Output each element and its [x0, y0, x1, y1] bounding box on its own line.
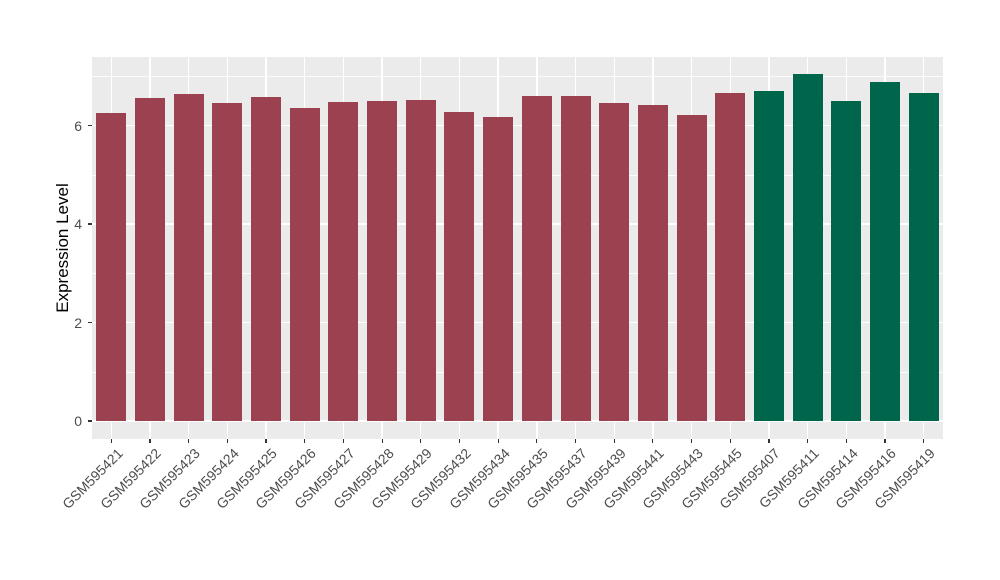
x-tick-GSM595411	[807, 439, 809, 443]
x-tick-GSM595445	[729, 439, 731, 443]
bar-GSM595441	[637, 104, 668, 421]
x-tick-GSM595427	[342, 439, 345, 443]
bar-GSM595407	[753, 90, 784, 421]
bar-GSM595439	[599, 102, 630, 421]
x-tick-GSM595422	[149, 439, 151, 443]
x-tick-GSM595429	[420, 439, 422, 443]
x-tick-GSM595439	[613, 439, 615, 443]
bar-GSM595432	[444, 111, 475, 421]
x-tick-GSM595435	[536, 439, 538, 443]
bar-GSM595434	[483, 116, 514, 421]
gridline-minor-y3	[92, 273, 943, 275]
plot-panel	[92, 57, 943, 439]
bar-GSM595443	[676, 115, 707, 421]
gridline-major-y6	[92, 124, 943, 127]
x-tick-GSM595441	[652, 439, 654, 443]
bar-GSM595429	[405, 99, 436, 421]
gridline-major-y4	[92, 223, 943, 225]
y-tick-0	[88, 420, 92, 422]
bar-GSM595421	[96, 113, 127, 421]
bar-GSM595425	[251, 96, 282, 421]
y-axis-title: Expression Level	[53, 183, 72, 313]
x-tick-GSM595434	[497, 439, 499, 443]
y-tick-label-0: 0	[74, 413, 82, 429]
bar-GSM595416	[869, 81, 900, 421]
x-tick-GSM595443	[690, 439, 693, 443]
gridline-major-y0	[92, 420, 943, 422]
x-tick-GSM595428	[381, 439, 383, 443]
x-tick-GSM595437	[574, 439, 577, 443]
bar-GSM595435	[521, 95, 552, 421]
y-tick-2	[88, 321, 92, 324]
bar-GSM595423	[173, 93, 204, 421]
x-tick-GSM595423	[188, 439, 190, 443]
y-tick-label-4: 4	[74, 216, 82, 232]
bar-GSM595427	[328, 101, 359, 421]
gridline-minor-y7	[92, 76, 943, 78]
x-tick-GSM595407	[768, 439, 770, 443]
bar-GSM595426	[289, 107, 320, 421]
x-tick-GSM595424	[226, 439, 228, 443]
x-tick-GSM595414	[845, 439, 847, 443]
bar-GSM595445	[715, 92, 746, 421]
x-tick-GSM595432	[458, 439, 461, 443]
y-tick-label-6: 6	[74, 117, 82, 134]
bar-GSM595414	[831, 100, 862, 421]
x-tick-GSM595426	[304, 439, 306, 443]
y-tick-4	[88, 223, 92, 225]
gridline-major-y2	[92, 321, 943, 324]
x-tick-GSM595416	[884, 439, 886, 443]
bar-GSM595437	[560, 95, 591, 421]
y-tick-6	[88, 124, 92, 127]
x-tick-GSM595421	[110, 439, 112, 443]
y-tick-label-2: 2	[74, 314, 82, 331]
x-tick-GSM595425	[265, 439, 267, 443]
bar-GSM595424	[212, 102, 243, 421]
gridline-minor-y5	[92, 174, 943, 176]
bar-GSM595419	[908, 93, 939, 421]
gridline-minor-y1	[92, 371, 943, 373]
bar-GSM595428	[367, 100, 398, 421]
x-tick-GSM595419	[923, 439, 925, 443]
bar-GSM595422	[135, 98, 166, 421]
bar-GSM595411	[792, 73, 823, 421]
